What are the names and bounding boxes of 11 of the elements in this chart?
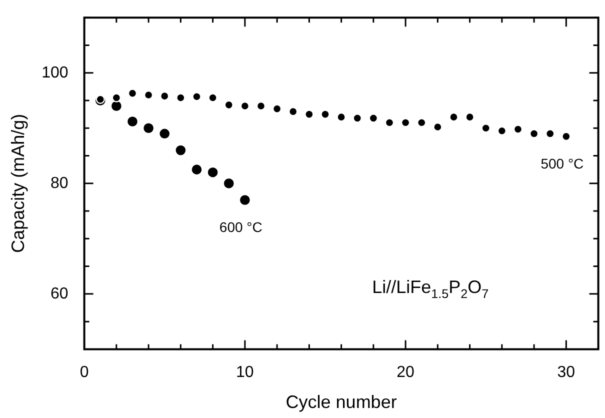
- legend-label: 500 °C: [540, 155, 584, 172]
- y-axis-title: Capacity (mAh/g): [8, 114, 28, 253]
- x-tick-label: 20: [396, 364, 415, 382]
- y-tick-label: 80: [50, 174, 68, 192]
- x-tick-label: 0: [80, 364, 89, 382]
- x-tick-label: 10: [236, 364, 254, 382]
- x-axis-title: Cycle number: [286, 392, 397, 412]
- y-tick-label: 60: [50, 285, 68, 302]
- y-tick-label: 100: [42, 64, 68, 82]
- series-label: 600 °C: [219, 218, 262, 235]
- x-tick-label: 30: [557, 364, 576, 382]
